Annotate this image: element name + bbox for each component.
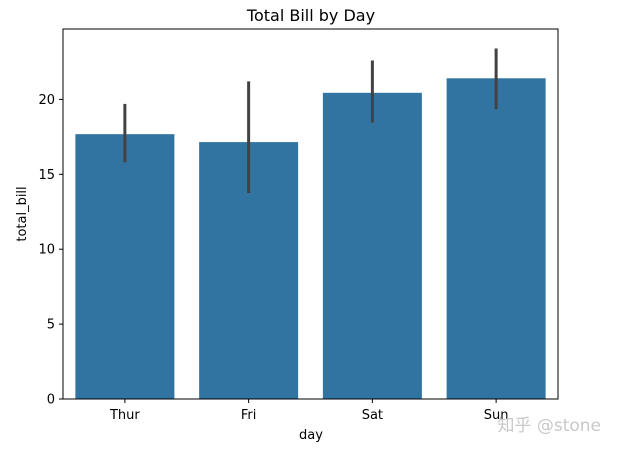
watermark: 知乎 @stone: [497, 416, 601, 436]
bars-group: [75, 78, 546, 400]
x-tick-label: Thur: [109, 408, 140, 423]
x-tick-label: Sat: [362, 408, 383, 423]
bar-thur: [75, 134, 175, 399]
chart-title: Total Bill by Day: [246, 6, 375, 25]
bar-sun: [446, 78, 546, 400]
y-tick-label: 15: [38, 168, 55, 183]
y-tick-label: 20: [38, 93, 55, 108]
bar-sat: [322, 92, 422, 399]
plot-frame: [62, 28, 559, 400]
y-axis-label: total_bill: [15, 186, 30, 241]
y-tick-label: 0: [47, 393, 55, 408]
y-tick-label: 10: [38, 243, 55, 258]
x-tick-label: Fri: [241, 408, 257, 423]
y-axis: 0 5 10 15 20: [38, 93, 63, 408]
x-axis: Thur Fri Sat Sun: [109, 399, 509, 423]
x-axis-label: day: [299, 428, 323, 443]
y-tick-label: 5: [47, 318, 55, 333]
x-tick-label: Sun: [484, 408, 509, 423]
errorbars-group: [123, 48, 498, 194]
